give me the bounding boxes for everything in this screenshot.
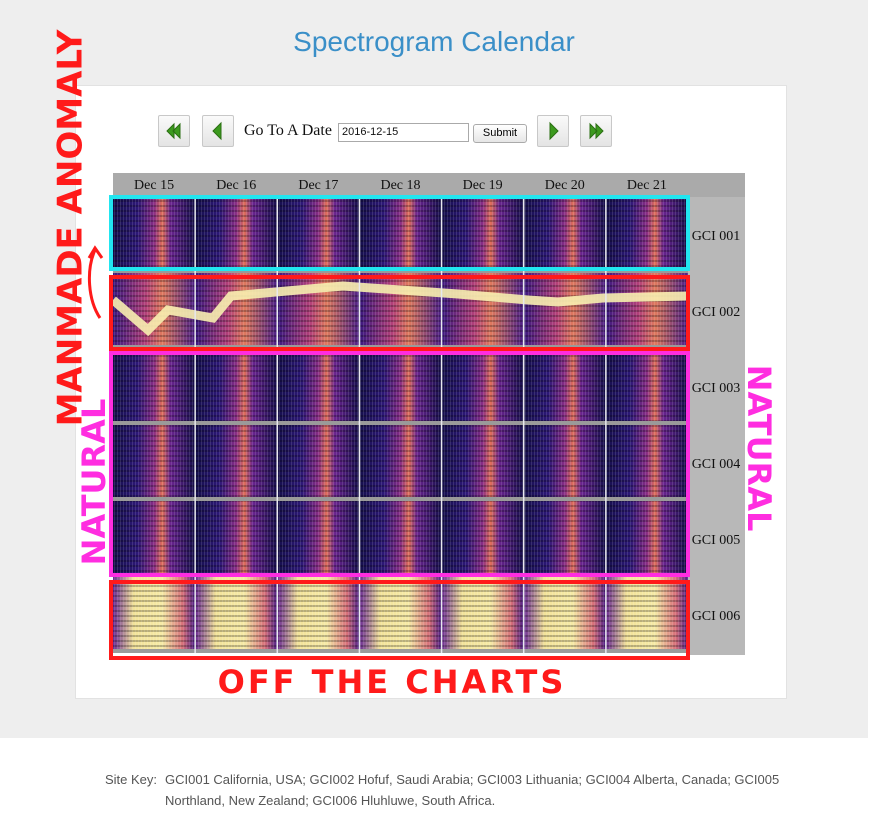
- spectrogram-texture: [113, 501, 688, 573]
- station-label: GCI 004: [692, 457, 741, 472]
- header-bar: [113, 173, 745, 197]
- magenta-box: [109, 351, 690, 577]
- cyan-box: [109, 195, 690, 271]
- day-label: Dec 17: [298, 178, 338, 193]
- day-label: Dec 19: [463, 178, 503, 193]
- signal-band: [110, 281, 689, 337]
- red-box: [109, 580, 690, 660]
- row-gap: [113, 497, 688, 501]
- station-label: GCI 005: [692, 533, 741, 548]
- last-button[interactable]: [580, 115, 612, 147]
- row-gap: [113, 421, 688, 425]
- day-label: Dec 18: [380, 178, 420, 193]
- spectrogram-texture: [113, 273, 688, 345]
- arrow: [87, 245, 104, 319]
- label-column: [688, 197, 745, 655]
- prev-button[interactable]: [202, 115, 234, 147]
- spectrogram-texture: [113, 197, 688, 269]
- date-label: Go To A Date: [244, 122, 332, 139]
- spectrogram-texture: [113, 577, 688, 649]
- station-label: GCI 002: [692, 305, 741, 320]
- next-button[interactable]: [537, 115, 569, 147]
- annotation: MANMADE ANOMALY: [51, 29, 91, 426]
- page-title: Spectrogram Calendar: [293, 26, 575, 57]
- station-label: GCI 001: [692, 229, 741, 244]
- day-label: Dec 21: [627, 178, 667, 193]
- site-key-label: Site Key:: [105, 772, 158, 787]
- submit-button[interactable]: Submit: [473, 124, 527, 143]
- date-input[interactable]: 2016-12-15: [338, 123, 469, 142]
- annotation: OFF THE CHARTS: [218, 663, 567, 700]
- spectrogram-calendar: Dec 15 Dec 16 Dec 17 Dec 18 Dec 19 Dec 20 Dec …: [51, 29, 779, 700]
- annotation: NATURAL: [740, 365, 778, 532]
- site-key-text: GCI001 California, USA; GCI002 Hofuf, Sa…: [165, 772, 780, 808]
- red-box: [109, 275, 690, 351]
- row-gap: [113, 649, 688, 653]
- spectrogram-texture: [113, 425, 688, 497]
- station-label: GCI 003: [692, 381, 741, 396]
- day-label: Dec 16: [216, 178, 256, 193]
- annotation: NATURAL: [75, 399, 113, 566]
- station-label: GCI 006: [692, 609, 741, 624]
- spectrogram-texture: [113, 349, 688, 421]
- day-label: Dec 15: [134, 178, 174, 193]
- day-label: Dec 20: [545, 178, 585, 193]
- first-button[interactable]: [158, 115, 190, 147]
